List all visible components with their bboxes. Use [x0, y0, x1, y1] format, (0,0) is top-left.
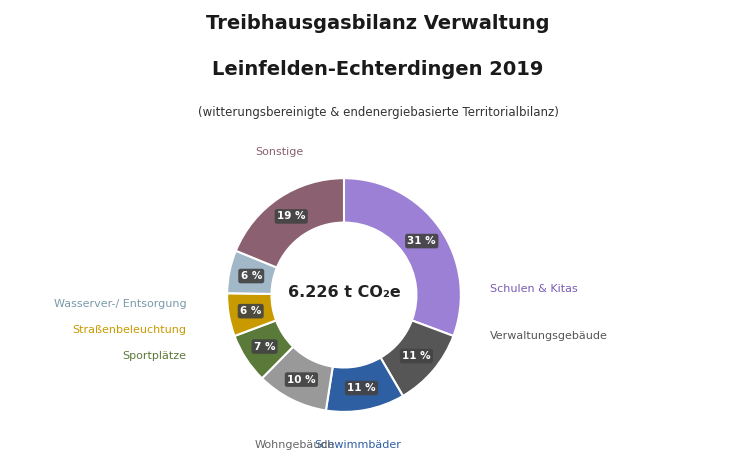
Text: 7 %: 7 % [254, 342, 275, 352]
Text: Leinfelden-Echterdingen 2019: Leinfelden-Echterdingen 2019 [212, 60, 544, 79]
Wedge shape [227, 293, 276, 336]
Text: 31 %: 31 % [407, 236, 436, 246]
Text: (witterungsbereinigte & endenergiebasierte Territorialbilanz): (witterungsbereinigte & endenergiebasier… [197, 106, 559, 119]
Wedge shape [227, 251, 277, 294]
Text: Sonstige: Sonstige [256, 148, 304, 158]
Text: Sportplätze: Sportplätze [122, 351, 186, 361]
Text: Schwimmbäder: Schwimmbäder [314, 440, 401, 449]
Text: 19 %: 19 % [277, 212, 305, 221]
Text: 6.226 t CO₂e: 6.226 t CO₂e [287, 285, 401, 300]
Text: 11 %: 11 % [402, 351, 431, 361]
Text: Straßenbeleuchtung: Straßenbeleuchtung [73, 325, 186, 335]
Wedge shape [236, 178, 344, 267]
Text: 10 %: 10 % [287, 375, 316, 384]
Text: Schulen & Kitas: Schulen & Kitas [490, 284, 578, 294]
Wedge shape [262, 347, 333, 410]
Wedge shape [234, 320, 293, 378]
Text: 6 %: 6 % [240, 306, 262, 316]
Text: 11 %: 11 % [347, 383, 376, 393]
Text: Wohngebäude: Wohngebäude [255, 440, 335, 449]
Wedge shape [344, 178, 461, 336]
Wedge shape [326, 358, 403, 412]
Text: 6 %: 6 % [240, 271, 262, 281]
Text: Verwaltungsgebäude: Verwaltungsgebäude [490, 331, 608, 341]
Text: Treibhausgasbilanz Verwaltung: Treibhausgasbilanz Verwaltung [206, 14, 550, 33]
Text: Wasserver-/ Entsorgung: Wasserver-/ Entsorgung [54, 299, 186, 309]
Wedge shape [380, 320, 454, 396]
